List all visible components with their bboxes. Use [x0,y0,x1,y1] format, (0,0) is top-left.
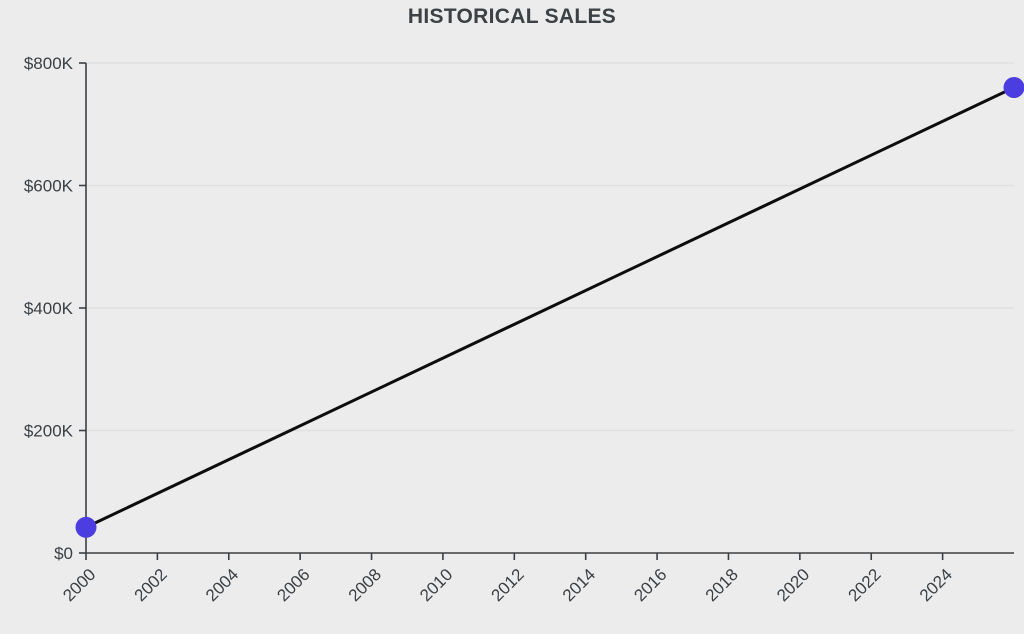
y-axis-label: $400K [24,299,74,318]
x-axis-label: 2022 [844,565,884,605]
x-axis-label: 2002 [131,565,171,605]
x-axis-label: 2004 [202,565,242,605]
y-axis-label: $800K [24,54,74,73]
x-axis-label: 2014 [559,565,599,605]
x-axis-label: 2024 [916,565,956,605]
x-axis-label: 2016 [630,565,670,605]
x-axis-label: 2006 [273,565,313,605]
y-axis-label: $600K [24,177,74,196]
x-axis-label: 2000 [59,565,99,605]
x-axis-label: 2018 [702,565,742,605]
data-point [1003,77,1024,98]
data-line [84,86,1016,529]
x-axis-label: 2010 [416,565,456,605]
x-axis-label: 2012 [488,565,528,605]
data-point [75,516,97,538]
x-axis-label: 2008 [345,565,385,605]
chart-title: HISTORICAL SALES [407,5,617,28]
y-axis-label: $0 [54,544,73,563]
y-axis-label: $200K [24,422,74,441]
x-axis-label: 2020 [773,565,813,605]
